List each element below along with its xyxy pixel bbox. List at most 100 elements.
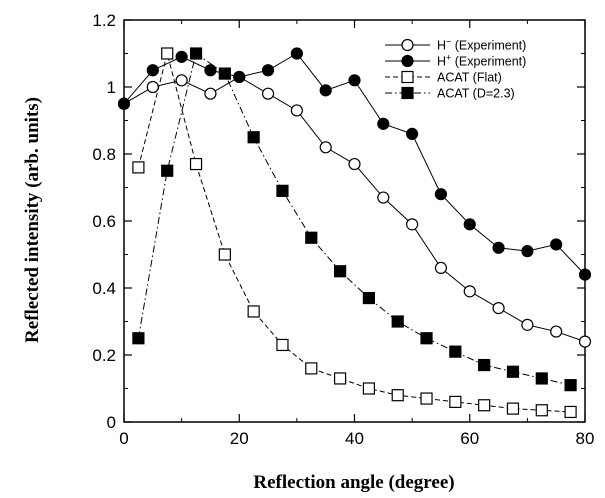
data-point xyxy=(305,231,318,244)
legend-item-2: ACAT (Flat) xyxy=(385,71,502,85)
data-point xyxy=(319,84,332,97)
data-point xyxy=(218,67,231,80)
data-point xyxy=(333,372,347,385)
legend-item-3: ACAT (D=2.3) xyxy=(385,87,515,101)
data-point xyxy=(478,399,491,412)
y-axis-title: Reflected intensity (arb. units) xyxy=(22,97,43,343)
data-point xyxy=(420,332,433,345)
data-point xyxy=(463,285,476,298)
data-point xyxy=(406,127,419,140)
data-point xyxy=(550,325,563,338)
legend-marker xyxy=(401,70,414,84)
data-point xyxy=(564,405,577,419)
legend-label: ACAT (Flat) xyxy=(437,71,502,85)
data-point xyxy=(362,382,376,395)
data-point xyxy=(478,358,491,372)
data-point xyxy=(406,218,419,231)
data-point xyxy=(578,335,592,348)
y-tick-label: 0.6 xyxy=(92,212,116,231)
data-point xyxy=(161,164,174,177)
data-point xyxy=(377,191,390,204)
legend-item-0: H− (Experiment) xyxy=(385,37,526,53)
data-point xyxy=(218,248,231,261)
data-point xyxy=(175,50,188,63)
series-1 xyxy=(117,47,592,281)
y-tick-label: 1.2 xyxy=(92,11,116,30)
data-point xyxy=(175,74,188,87)
data-point xyxy=(391,315,404,328)
data-point xyxy=(362,291,376,305)
data-point xyxy=(506,365,520,378)
x-tick-label: 20 xyxy=(230,429,249,448)
data-point xyxy=(204,87,217,100)
data-point xyxy=(319,141,332,154)
data-point xyxy=(132,161,145,174)
data-point xyxy=(290,47,303,60)
y-tick-label: 0.2 xyxy=(92,346,116,365)
data-point xyxy=(247,131,260,144)
series-line xyxy=(123,76,586,343)
data-point xyxy=(564,379,577,392)
data-point xyxy=(535,372,548,385)
legend-item-1: H+ (Experiment) xyxy=(385,53,526,69)
data-point xyxy=(348,74,361,87)
data-point xyxy=(117,97,131,110)
data-point xyxy=(146,64,159,77)
data-point xyxy=(189,157,203,171)
data-point xyxy=(492,302,505,315)
legend-marker xyxy=(401,38,414,52)
legend-label: H+ (Experiment) xyxy=(437,53,526,69)
series-3 xyxy=(132,47,577,392)
data-point xyxy=(420,392,433,405)
data-point xyxy=(261,64,275,77)
series-layer xyxy=(117,47,592,419)
axis-ticks: 0 20 40 60 80 0 0.2 0.4 0.6 0.8 1 1.2 xyxy=(92,11,594,448)
data-point xyxy=(449,345,462,358)
data-point xyxy=(161,47,174,60)
legend: H− (Experiment)H+ (Experiment) ACAT (Flat… xyxy=(385,37,526,101)
data-point xyxy=(506,402,520,415)
data-point xyxy=(377,117,390,130)
legend-marker xyxy=(401,86,414,100)
data-point xyxy=(463,218,476,231)
y-tick-label: 0.4 xyxy=(92,279,116,298)
data-point xyxy=(521,318,534,331)
data-point xyxy=(276,338,289,352)
data-point xyxy=(132,332,145,345)
data-point xyxy=(348,157,361,171)
data-point xyxy=(449,395,462,408)
legend-label: ACAT (D=2.3) xyxy=(437,87,515,101)
x-tick-label: 40 xyxy=(345,429,364,448)
data-point xyxy=(521,245,534,258)
legend-label: H− (Experiment) xyxy=(437,37,526,53)
data-point xyxy=(333,265,347,278)
y-tick-label: 0 xyxy=(107,413,116,432)
y-tick-label: 0.8 xyxy=(92,145,116,164)
x-tick-label: 80 xyxy=(576,429,595,448)
legend-marker xyxy=(401,54,414,68)
data-point xyxy=(204,64,217,77)
data-point xyxy=(233,70,246,84)
data-point xyxy=(391,389,404,402)
data-point xyxy=(261,87,275,100)
data-point xyxy=(247,305,260,318)
series-2 xyxy=(132,47,577,419)
data-point xyxy=(146,80,159,94)
data-point xyxy=(434,261,448,274)
data-point xyxy=(305,362,318,375)
data-point xyxy=(550,238,563,251)
data-point xyxy=(276,184,289,197)
data-point xyxy=(578,268,592,281)
data-point xyxy=(492,241,505,254)
y-tick-label: 1 xyxy=(107,78,116,97)
x-tick-label: 60 xyxy=(460,429,479,448)
series-0 xyxy=(117,70,592,348)
data-point xyxy=(535,404,548,417)
x-axis-title: Reflection angle (degree) xyxy=(253,472,454,493)
series-line xyxy=(137,52,571,386)
series-line xyxy=(137,53,571,413)
data-point xyxy=(189,47,203,60)
x-tick-label: 0 xyxy=(119,429,128,448)
data-point xyxy=(290,104,303,117)
